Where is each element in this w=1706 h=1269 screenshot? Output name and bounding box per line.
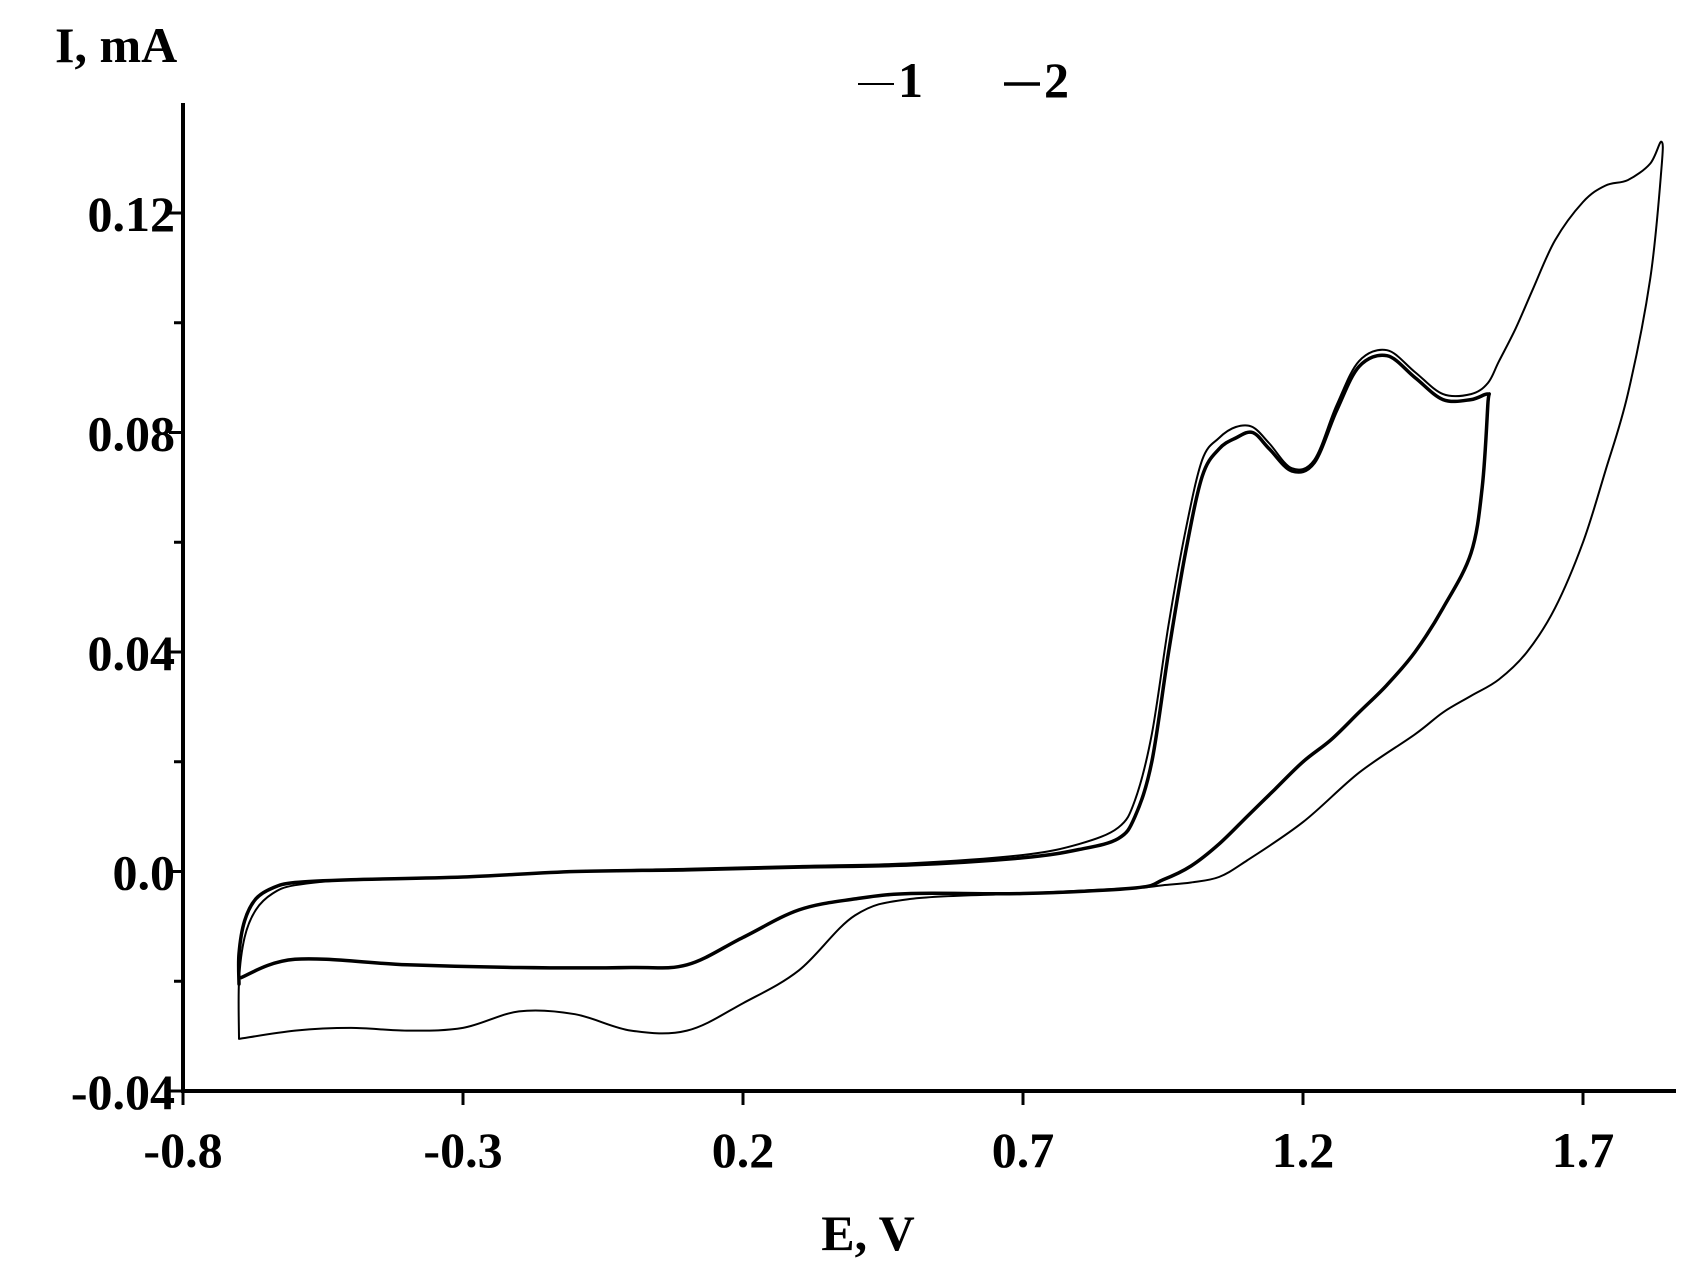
series-layer xyxy=(236,140,1664,1040)
x-tick-label: 1.2 xyxy=(1272,1122,1335,1178)
x-tick-label: 0.7 xyxy=(992,1122,1055,1178)
legend-label-series-2: 2 xyxy=(1044,52,1069,108)
x-tick-label: 0.2 xyxy=(712,1122,775,1178)
y-tick-label: 0.04 xyxy=(88,625,176,681)
y-tick-label: 0.08 xyxy=(88,406,176,462)
x-axis-title: E, V xyxy=(821,1205,915,1261)
x-tick-label: -0.8 xyxy=(143,1122,222,1178)
x-ticks: -0.8 -0.3 0.2 0.7 1.2 1.7 xyxy=(143,1091,1614,1178)
series-2-line xyxy=(236,353,1492,986)
y-tick-label: 0.0 xyxy=(113,845,176,901)
y-tick-label: -0.04 xyxy=(71,1064,175,1120)
y-axis-title: I, mA xyxy=(55,17,177,73)
y-ticks: -0.04 0.0 0.04 0.08 0.12 xyxy=(71,186,183,1120)
x-tick-label: -0.3 xyxy=(423,1122,502,1178)
x-tick-label: 1.7 xyxy=(1552,1122,1615,1178)
legend: 1 2 xyxy=(858,52,1069,108)
y-tick-label: 0.12 xyxy=(88,186,176,242)
legend-label-series-1: 1 xyxy=(898,52,923,108)
